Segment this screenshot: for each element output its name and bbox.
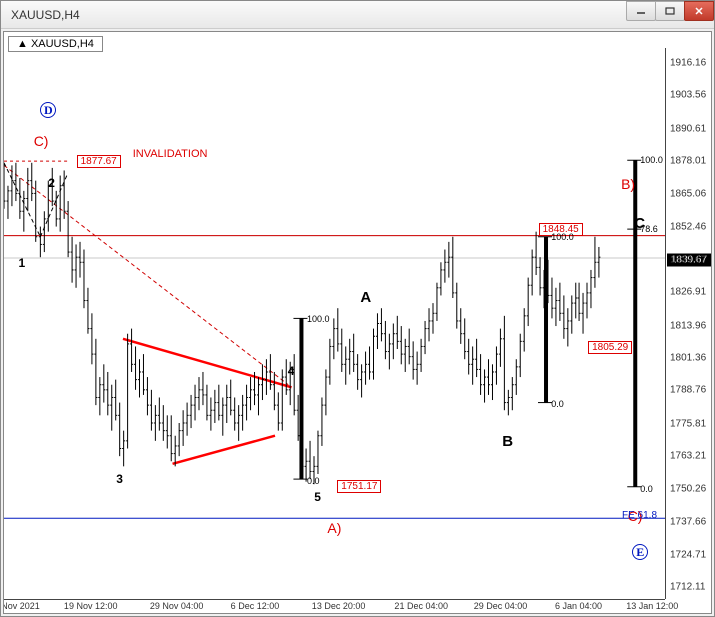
title-bar: XAUUSD,H4 <box>1 1 714 29</box>
fib-level: 0.0 <box>551 399 564 409</box>
y-tick: 1724.71 <box>670 549 706 560</box>
y-tick: 1737.66 <box>670 516 706 527</box>
x-tick: 21 Dec 04:00 <box>394 601 448 611</box>
x-tick: 6 Jan 04:00 <box>555 601 602 611</box>
wave-label: 3 <box>116 472 123 486</box>
chart-tab[interactable]: ▲ XAUUSD,H4 <box>8 36 103 52</box>
y-tick: 1763.21 <box>670 451 706 462</box>
y-tick: 1878.01 <box>670 156 706 167</box>
y-tick: 1775.81 <box>670 418 706 429</box>
x-tick: 29 Nov 04:00 <box>150 601 204 611</box>
y-axis: 1839.67 1916.16 1903.56 1890.61 1878.01 1865… <box>665 48 711 599</box>
y-tick: 1903.56 <box>670 90 706 101</box>
app-window: XAUUSD,H4 ▲ XAUUSD,H4 1839.67 1916.16 190… <box>0 0 715 617</box>
price-tag: 1877.67 <box>77 155 121 168</box>
y-tick: 1852.46 <box>670 221 706 232</box>
y-tick: 1916.16 <box>670 58 706 69</box>
wave-label: A) <box>327 520 341 536</box>
fe-label: FE 61.8 <box>622 510 657 521</box>
fib-level: 100.0 <box>551 232 574 242</box>
minimize-button[interactable] <box>626 1 656 21</box>
y-tick: 1865.06 <box>670 189 706 200</box>
y-tick: 1826.91 <box>670 287 706 298</box>
plot-area[interactable]: DC)INVALIDATION21345A)ABB)CC)E1877.67184… <box>4 48 665 599</box>
fib-level: 100.0 <box>307 314 330 324</box>
x-tick: 29 Dec 04:00 <box>474 601 528 611</box>
y-tick: 1712.11 <box>670 582 705 593</box>
wave-label: B <box>502 433 513 450</box>
wave-label: 4 <box>288 364 295 378</box>
y-tick: 1813.96 <box>670 320 706 331</box>
wave-label: B) <box>621 176 635 192</box>
fib-level: 78.6 <box>640 224 658 234</box>
fib-level: 0.0 <box>307 476 320 486</box>
price-tag: 1751.17 <box>337 480 381 493</box>
wave-label: INVALIDATION <box>133 148 208 160</box>
fib-level: 100.0 <box>640 155 663 165</box>
wave-label: A <box>360 289 371 306</box>
x-tick: 13 Dec 20:00 <box>312 601 366 611</box>
y-tick: 1750.26 <box>670 484 706 495</box>
y-tick: 1890.61 <box>670 123 706 134</box>
wave-label: C) <box>34 133 49 149</box>
x-axis: 12 Nov 2021 19 Nov 12:00 29 Nov 04:00 6 Dec… <box>4 599 665 613</box>
window-title: XAUUSD,H4 <box>5 8 80 22</box>
close-button[interactable] <box>684 1 714 21</box>
wave-label: 5 <box>314 490 321 504</box>
price-tag: 1805.29 <box>588 341 632 354</box>
maximize-button[interactable] <box>655 1 685 21</box>
x-tick: 6 Dec 12:00 <box>231 601 280 611</box>
wave-label: 1 <box>19 256 26 270</box>
x-tick: 19 Nov 12:00 <box>64 601 118 611</box>
fib-level: 0.0 <box>640 484 653 494</box>
x-tick: 12 Nov 2021 <box>3 601 40 611</box>
y-tick: 1839.67 <box>670 254 706 265</box>
window-controls <box>627 1 714 21</box>
y-tick: 1801.36 <box>670 352 706 363</box>
wave-label: E <box>632 544 648 560</box>
wave-label: D <box>40 102 56 118</box>
wave-label: 2 <box>48 176 55 190</box>
x-tick: 13 Jan 12:00 <box>626 601 678 611</box>
y-tick: 1788.76 <box>670 385 706 396</box>
chart-container: ▲ XAUUSD,H4 1839.67 1916.16 1903.56 1890.6… <box>3 31 712 614</box>
